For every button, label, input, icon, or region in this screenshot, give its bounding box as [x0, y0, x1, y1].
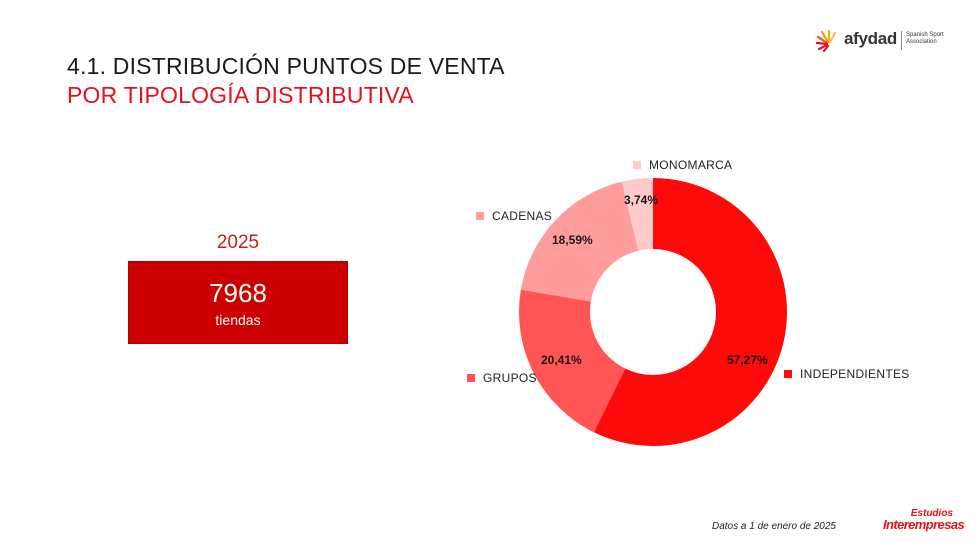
logo-wordmark: afydad [844, 29, 897, 48]
brand-main-text: Interempresas [883, 517, 965, 532]
legend-grupos: GRUPOS [467, 371, 537, 385]
logo-divider [901, 31, 902, 50]
legend-label: INDEPENDIENTES [800, 367, 910, 381]
slice-label-cadenas: 18,59% [552, 233, 593, 247]
legend-label: GRUPOS [483, 371, 537, 385]
page-subtitle: POR TIPOLOGÍA DISTRIBUTIVA [67, 82, 414, 108]
legend-independientes: INDEPENDIENTES [784, 367, 910, 381]
legend-monomarca: MONOMARCA [633, 158, 732, 172]
logo-subtitle-line1: Spanish Sport [906, 32, 944, 38]
sunburst-logo-icon [816, 29, 837, 52]
legend-label: MONOMARCA [649, 158, 733, 172]
legend-cadenas: CADENAS [476, 209, 552, 223]
legend-swatch-icon [784, 370, 792, 378]
slice-label-independientes: 57,27% [727, 353, 768, 367]
afydad-logo: afydad Spanish Sport Association [816, 28, 966, 54]
donut-slice-cadenas [520, 181, 639, 302]
logo-subtitle-line2: Association [906, 39, 937, 45]
donut-slice-independientes [593, 178, 787, 446]
legend-label: CADENAS [492, 209, 553, 223]
slice-label-grupos: 20,41% [541, 353, 582, 367]
brand-top-text: Estudios [910, 508, 953, 519]
legend-swatch-icon [467, 374, 475, 382]
slice-label-monomarca: 3,74% [624, 193, 659, 207]
kpi-card: 7968 tiendas [128, 261, 348, 344]
data-date-note: Datos a 1 de enero de 2025 [712, 521, 836, 532]
kpi-unit: tiendas [215, 312, 261, 328]
legend-swatch-icon [633, 161, 641, 169]
kpi-year: 2025 [216, 232, 260, 253]
legend-swatch-icon [476, 212, 484, 220]
donut-slice-monomarca [621, 178, 653, 251]
logo-subtitle: Spanish Sport Association [906, 32, 944, 46]
donut-slice-grupos [519, 289, 626, 433]
kpi-value: 7968 [209, 278, 267, 308]
page-title: 4.1. DISTRIBUCIÓN PUNTOS DE VENTA [67, 53, 505, 79]
interempresas-logo: Estudios Interempresas [883, 508, 965, 536]
